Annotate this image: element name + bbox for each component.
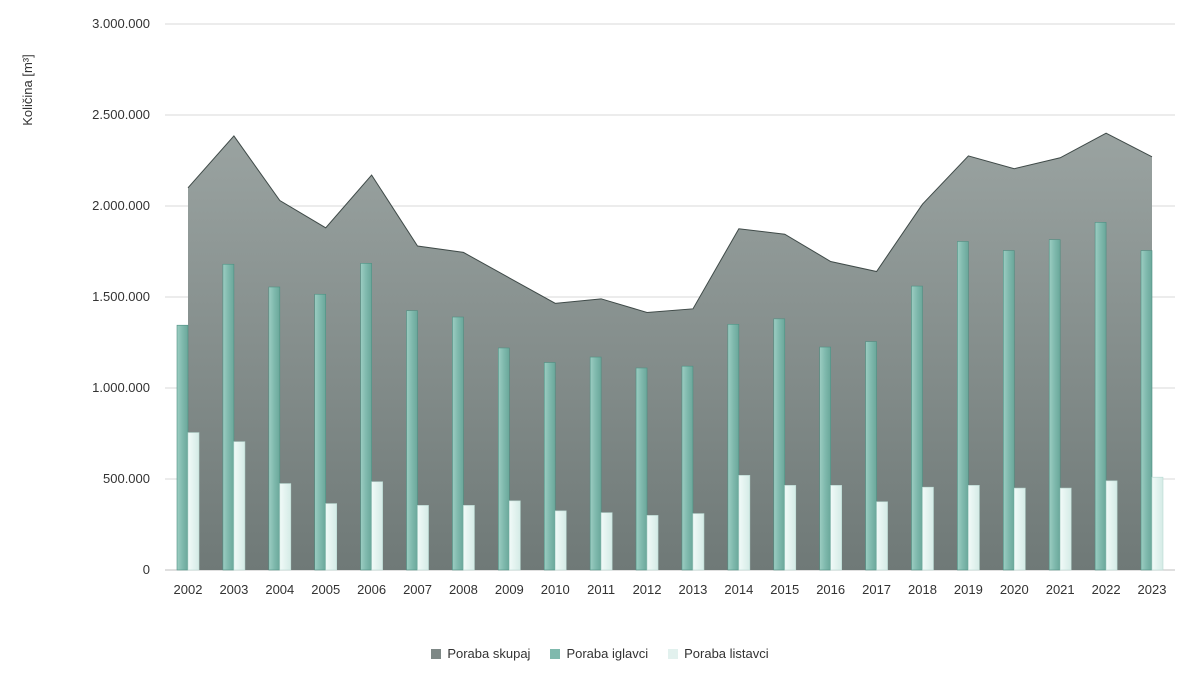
bar-poraba-iglavci <box>176 324 189 571</box>
bar-poraba-listavci <box>968 485 980 571</box>
x-tick-label: 2010 <box>541 582 570 597</box>
bar-poraba-listavci <box>417 505 429 571</box>
x-tick-label: 2014 <box>724 582 753 597</box>
bar-poraba-listavci <box>784 485 797 571</box>
y-axis-ticks: 0 500.000 1.000.000 1.500.000 2.000.000 2.500… <box>92 16 150 577</box>
legend-swatch-conifers <box>550 648 561 659</box>
y-tick-label: 0 <box>143 562 150 577</box>
x-tick-label: 2020 <box>1000 582 1029 597</box>
bar-poraba-listavci <box>830 485 842 571</box>
legend-item-total: Poraba skupaj <box>431 646 530 661</box>
x-tick-label: 2013 <box>678 582 707 597</box>
bar-poraba-listavci <box>187 432 200 571</box>
y-axis-title: Količina [m³] <box>20 54 35 126</box>
bar-poraba-listavci <box>325 503 338 571</box>
bar-poraba-iglavci <box>222 263 235 571</box>
bar-poraba-listavci <box>738 475 751 571</box>
bar-poraba-iglavci <box>635 367 648 571</box>
y-tick-label: 2.500.000 <box>92 107 150 122</box>
legend-item-conifers: Poraba iglavci <box>550 646 648 661</box>
x-tick-label: 2023 <box>1138 582 1167 597</box>
x-tick-label: 2019 <box>954 582 983 597</box>
legend-label-conifers: Poraba iglavci <box>566 646 649 661</box>
bar-poraba-iglavci <box>268 286 281 571</box>
x-tick-label: 2015 <box>770 582 799 597</box>
legend-item-deciduous: Poraba listavci <box>668 646 769 661</box>
x-tick-label: 2012 <box>633 582 662 597</box>
bar-poraba-listavci <box>1013 487 1026 571</box>
bar-poraba-listavci <box>279 483 292 571</box>
x-tick-label: 2007 <box>403 582 432 597</box>
bar-poraba-iglavci <box>314 293 327 571</box>
bar-poraba-listavci <box>1151 476 1164 571</box>
bar-poraba-listavci <box>922 486 934 571</box>
x-tick-label: 2022 <box>1092 582 1121 597</box>
bar-poraba-iglavci <box>727 323 740 571</box>
bar-poraba-listavci <box>371 481 383 571</box>
legend-label-total: Poraba skupaj <box>447 646 531 661</box>
x-tick-label: 2016 <box>816 582 845 597</box>
bar-poraba-iglavci <box>1048 239 1061 571</box>
bar-poraba-listavci <box>1105 480 1118 571</box>
bar-poraba-iglavci <box>773 318 786 571</box>
x-tick-label: 2009 <box>495 582 524 597</box>
y-tick-label: 500.000 <box>103 471 150 486</box>
area-poraba-skupaj <box>188 133 1152 570</box>
x-tick-label: 2003 <box>219 582 248 597</box>
bar-poraba-listavci <box>554 510 567 571</box>
bar-poraba-iglavci <box>911 285 923 571</box>
bar-poraba-listavci <box>692 513 705 571</box>
area-poraba-skupaj-outline <box>187 132 1153 313</box>
y-tick-label: 1.000.000 <box>92 380 150 395</box>
bar-poraba-listavci <box>233 441 246 571</box>
bar-poraba-iglavci <box>543 362 556 571</box>
x-tick-label: 2006 <box>357 582 386 597</box>
bar-poraba-listavci <box>509 500 521 571</box>
x-tick-label: 2018 <box>908 582 937 597</box>
bar-poraba-iglavci <box>452 316 464 571</box>
bar-series-layer <box>176 222 1164 571</box>
legend: Poraba skupaj Poraba iglavci Poraba list… <box>0 646 1200 661</box>
x-tick-label: 2005 <box>311 582 340 597</box>
bar-poraba-listavci <box>600 512 613 571</box>
bar-poraba-iglavci <box>819 346 831 571</box>
bar-poraba-iglavci <box>360 263 372 571</box>
legend-label-deciduous: Poraba listavci <box>684 646 769 661</box>
bar-poraba-listavci <box>646 515 659 571</box>
bar-poraba-iglavci <box>406 310 418 571</box>
x-tick-label: 2011 <box>587 582 615 597</box>
bar-poraba-iglavci <box>589 356 602 571</box>
legend-swatch-total <box>431 648 442 659</box>
x-tick-label: 2002 <box>174 582 203 597</box>
bar-poraba-listavci <box>876 501 888 571</box>
bar-poraba-iglavci <box>1002 250 1015 571</box>
y-tick-label: 1.500.000 <box>92 289 150 304</box>
area-series-layer <box>187 132 1153 570</box>
x-tick-label: 2021 <box>1046 582 1075 597</box>
bar-poraba-iglavci <box>1094 222 1107 571</box>
legend-swatch-deciduous <box>668 648 679 659</box>
bar-poraba-iglavci <box>1140 250 1153 571</box>
x-tick-label: 2008 <box>449 582 478 597</box>
x-tick-label: 2017 <box>862 582 891 597</box>
x-axis-ticks: 2002 2003 2004 2005 2006 2007 2008 2009 2010 2011… <box>174 582 1167 597</box>
y-tick-label: 3.000.000 <box>92 16 150 31</box>
bar-poraba-listavci <box>1059 487 1072 571</box>
bar-poraba-listavci <box>463 505 475 571</box>
bar-poraba-iglavci <box>957 241 969 571</box>
x-tick-label: 2004 <box>265 582 294 597</box>
bar-poraba-iglavci <box>498 347 510 571</box>
y-tick-label: 2.000.000 <box>92 198 150 213</box>
bar-poraba-iglavci <box>681 365 694 571</box>
bar-poraba-iglavci <box>865 341 877 571</box>
